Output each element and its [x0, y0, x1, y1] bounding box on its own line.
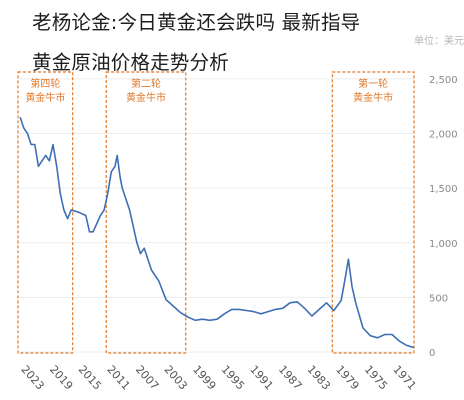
- x-tick-label: 2023: [18, 363, 46, 393]
- y-tick-label: 1,000: [429, 239, 458, 250]
- x-tick-label: 2003: [161, 363, 189, 393]
- x-tick-label: 1995: [219, 363, 247, 393]
- era-label: 黄金牛市: [353, 91, 393, 104]
- x-tick-label: 1971: [390, 363, 418, 393]
- x-tick-label: 2007: [133, 363, 161, 393]
- x-tick-label: 1987: [276, 363, 304, 393]
- y-tick-label: 2,000: [429, 130, 458, 141]
- x-tick-label: 1999: [190, 363, 218, 393]
- x-axis: 2023 2019 2015 2011 2007 2003 1999 1995 1991 1987…: [18, 363, 418, 393]
- headline-line-2: 黄金原油价格走势分析: [32, 51, 230, 74]
- era-label: 黄金牛市: [126, 91, 166, 104]
- x-tick-label: 2011: [104, 363, 132, 393]
- plot-area: [19, 116, 415, 349]
- y-tick-label: 500: [429, 293, 448, 304]
- era-label: 第二轮: [131, 77, 161, 90]
- series-line: [19, 116, 415, 349]
- x-tick-label: 1983: [305, 363, 333, 393]
- era-box: [331, 71, 415, 354]
- y-tick-label: 1,500: [429, 184, 458, 195]
- x-tick-label: 1991: [247, 363, 275, 393]
- y-tick-label: 2,500: [429, 75, 458, 86]
- headline-line-1: 老杨论金:今日黄金还会跌吗 最新指导: [32, 11, 361, 34]
- x-tick-label: 1975: [362, 363, 390, 393]
- y-axis: 0 500 1,000 1,500 2,000 2,500: [429, 75, 458, 359]
- unit-label: 单位：美元/盎司: [414, 34, 464, 47]
- era-label: 黄金牛市: [25, 91, 65, 104]
- grid-lines: [18, 78, 414, 353]
- era-label: 第四轮: [30, 77, 60, 90]
- y-tick-label: 0: [429, 348, 435, 359]
- x-tick-label: 2019: [47, 363, 75, 393]
- era-label: 第一轮: [358, 77, 388, 90]
- x-tick-label: 1979: [333, 363, 361, 393]
- era-box: [105, 71, 187, 354]
- x-tick-label: 2015: [76, 363, 104, 393]
- era-box: [17, 71, 74, 354]
